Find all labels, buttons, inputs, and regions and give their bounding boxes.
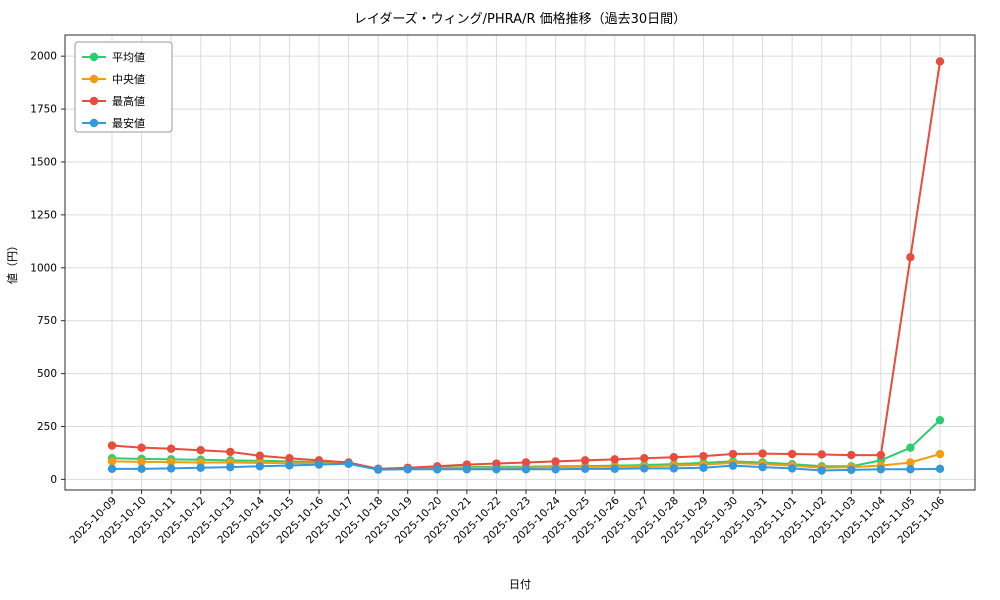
data-point-min — [876, 465, 886, 474]
data-point-min — [787, 464, 797, 473]
data-point-average — [906, 443, 915, 452]
data-point-min — [610, 464, 619, 474]
data-point-min — [462, 465, 472, 474]
data-point-min — [492, 465, 501, 474]
series-layer — [107, 57, 945, 475]
x-axis-label: 日付 — [509, 578, 531, 591]
legend-box — [74, 41, 173, 133]
data-point-median — [137, 457, 146, 467]
data-point-max — [906, 253, 915, 262]
data-point-max — [847, 450, 856, 460]
data-point-median — [166, 457, 176, 467]
data-point-min — [906, 465, 915, 474]
data-point-min — [699, 463, 708, 472]
data-point-max — [610, 455, 619, 464]
data-point-min — [640, 464, 649, 473]
y-tick-label: 750 — [37, 315, 57, 327]
data-point-max — [699, 451, 708, 461]
data-point-min — [314, 460, 324, 469]
y-tick-label: 1000 — [30, 262, 57, 274]
data-point-max — [728, 449, 738, 459]
data-point-median — [906, 458, 915, 467]
data-point-min — [137, 464, 146, 474]
data-point-min — [433, 465, 442, 474]
data-point-max — [255, 451, 265, 460]
data-point-max — [551, 457, 560, 466]
data-point-max — [285, 454, 294, 463]
data-point-max — [580, 456, 590, 465]
y-tick-label: 1750 — [30, 104, 57, 116]
data-point-min — [107, 464, 117, 474]
data-point-min — [669, 464, 679, 473]
data-point-min — [373, 465, 383, 474]
data-point-max — [787, 449, 797, 459]
data-point-max — [817, 450, 826, 459]
data-point-max — [521, 458, 531, 467]
data-point-max — [876, 450, 886, 460]
data-point-min — [255, 462, 265, 471]
data-point-max — [935, 57, 945, 66]
y-tick-label: 500 — [37, 368, 57, 380]
data-point-min — [817, 466, 826, 475]
data-point-max — [137, 443, 146, 452]
data-point-min — [344, 459, 353, 468]
data-point-min — [935, 464, 945, 474]
data-point-max — [196, 446, 205, 455]
data-point-min — [196, 463, 205, 472]
data-point-min — [403, 465, 412, 474]
data-point-min — [728, 461, 738, 470]
data-point-average — [935, 415, 945, 425]
plot-border — [64, 34, 976, 491]
data-point-max — [758, 449, 767, 458]
y-tick-label: 1500 — [30, 156, 57, 168]
data-point-max — [107, 441, 117, 450]
legend-marker-median — [89, 74, 99, 84]
legend-label-average: 平均値 — [112, 51, 145, 64]
data-point-min — [166, 464, 176, 473]
data-point-min — [521, 465, 531, 474]
data-point-max — [669, 452, 679, 462]
data-point-min — [847, 465, 856, 475]
legend-marker-min — [89, 118, 99, 128]
legend-label-median: 中央値 — [112, 73, 145, 86]
data-point-min — [580, 464, 590, 474]
data-point-max — [226, 447, 235, 457]
y-tick-label: 2000 — [30, 51, 57, 63]
data-point-min — [285, 461, 294, 470]
data-point-median — [935, 449, 945, 459]
y-tick-label: 250 — [37, 421, 57, 433]
chart-title: レイダーズ・ウィング/PHRA/R 価格推移（過去30日間） — [354, 11, 686, 27]
data-point-min — [758, 462, 767, 472]
y-tick-label: 0 — [50, 474, 57, 486]
y-tick-label: 1250 — [30, 209, 57, 221]
data-point-min — [226, 462, 235, 472]
y-axis-label: 値（円） — [6, 240, 19, 284]
legend-marker-average — [89, 52, 99, 62]
data-point-min — [551, 465, 560, 474]
data-point-median — [107, 457, 117, 466]
data-point-max — [166, 444, 176, 453]
grid — [65, 35, 975, 490]
data-point-max — [640, 454, 649, 463]
plot-background — [65, 35, 975, 490]
legend-label-min: 最安値 — [112, 116, 145, 130]
legend-marker-max — [89, 96, 99, 106]
legend-label-max: 最高値 — [112, 94, 145, 108]
